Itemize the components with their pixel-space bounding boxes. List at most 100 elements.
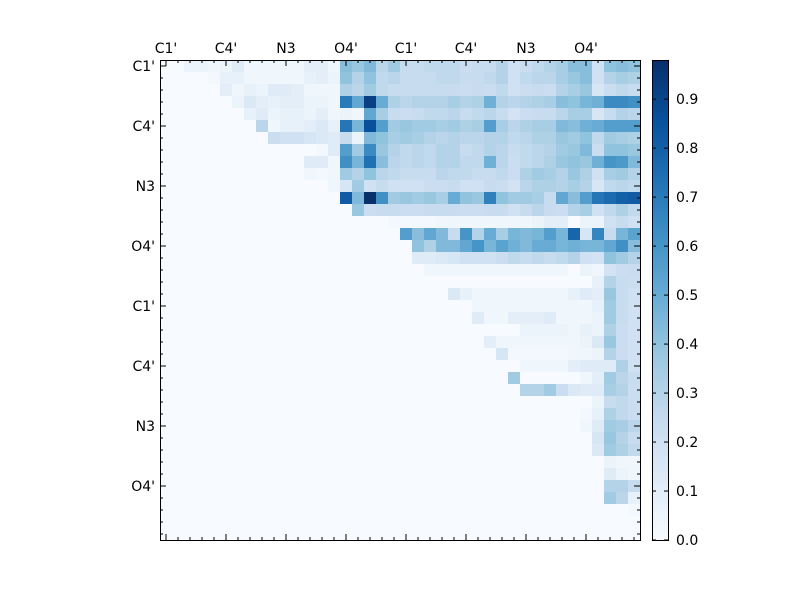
heatmap-cell (520, 492, 533, 505)
heatmap-cell (340, 312, 353, 325)
heatmap-cell (388, 336, 401, 349)
heatmap-cell (616, 156, 629, 169)
heatmap-cell (556, 300, 569, 313)
heatmap-cell (364, 324, 377, 337)
heatmap-cell (568, 216, 581, 229)
heatmap-cell (604, 120, 617, 133)
heatmap-cell (568, 312, 581, 325)
heatmap-cell (448, 216, 461, 229)
heatmap-cell (412, 192, 425, 205)
heatmap-cell (508, 168, 521, 181)
heatmap-cell (328, 444, 341, 457)
heatmap-cell (424, 324, 437, 337)
heatmap-cell (352, 168, 365, 181)
heatmap-cell (484, 480, 497, 493)
heatmap-cell (364, 372, 377, 385)
heatmap-cell (592, 312, 605, 325)
heatmap-cell (376, 120, 389, 133)
heatmap-cell (292, 156, 305, 169)
heatmap-cell (352, 360, 365, 373)
heatmap-cell (496, 192, 509, 205)
heatmap-cell (484, 468, 497, 481)
heatmap-cell (244, 336, 257, 349)
y-tick-label: C1' (132, 299, 155, 315)
heatmap-cell (460, 324, 473, 337)
heatmap-cell (508, 372, 521, 385)
heatmap-cell (628, 384, 641, 397)
heatmap-cell (496, 348, 509, 361)
heatmap-cell (472, 264, 485, 277)
heatmap-cell (448, 396, 461, 409)
heatmap-cell (220, 420, 233, 433)
heatmap-cell (280, 108, 293, 121)
heatmap-cell (508, 444, 521, 457)
heatmap-cell (460, 288, 473, 301)
heatmap-cell (160, 408, 173, 421)
heatmap-cell (304, 120, 317, 133)
heatmap-cell (268, 348, 281, 361)
heatmap-cell (532, 372, 545, 385)
heatmap-cell (580, 420, 593, 433)
heatmap-cell (592, 144, 605, 157)
heatmap-cell (424, 444, 437, 457)
heatmap-cell (304, 360, 317, 373)
heatmap-cell (160, 468, 173, 481)
heatmap-cell (160, 252, 173, 265)
heatmap-cell (484, 360, 497, 373)
heatmap-cell (256, 360, 269, 373)
heatmap-cell (628, 144, 641, 157)
heatmap-cell (508, 360, 521, 373)
heatmap-cell (184, 132, 197, 145)
heatmap-cell (196, 348, 209, 361)
heatmap-cell (496, 216, 509, 229)
heatmap-cell (160, 516, 173, 529)
heatmap-cell (364, 252, 377, 265)
heatmap-cell (436, 348, 449, 361)
y-tick-label: N3 (136, 419, 155, 435)
heatmap-cell (532, 264, 545, 277)
heatmap-cell (400, 240, 413, 253)
heatmap-cell (220, 264, 233, 277)
heatmap-cell (220, 84, 233, 97)
heatmap-cell (268, 192, 281, 205)
heatmap-cell (196, 132, 209, 145)
heatmap-cell (316, 300, 329, 313)
heatmap-cell (616, 132, 629, 145)
y-tick-label: C4' (132, 119, 155, 135)
heatmap-cell (472, 60, 485, 73)
heatmap-cell (556, 324, 569, 337)
x-tick-label: N3 (276, 41, 295, 57)
heatmap-cell (220, 468, 233, 481)
heatmap-cell (460, 132, 473, 145)
heatmap-cell (352, 216, 365, 229)
heatmap-cell (544, 432, 557, 445)
heatmap-cell (340, 384, 353, 397)
heatmap-cell (616, 516, 629, 529)
heatmap-cell (508, 156, 521, 169)
heatmap-cell (556, 228, 569, 241)
heatmap-cell (376, 432, 389, 445)
heatmap-cell (232, 324, 245, 337)
heatmap-cell (376, 228, 389, 241)
heatmap-cell (448, 144, 461, 157)
heatmap-cell (520, 240, 533, 253)
heatmap-cell (400, 60, 413, 73)
heatmap-cell (172, 396, 185, 409)
heatmap-cell (376, 180, 389, 193)
heatmap-cell (436, 240, 449, 253)
heatmap-cell (256, 348, 269, 361)
heatmap-cell (436, 468, 449, 481)
heatmap-cell (580, 324, 593, 337)
heatmap-cell (604, 324, 617, 337)
heatmap-cell (208, 60, 221, 73)
heatmap-cell (172, 480, 185, 493)
heatmap-cell (604, 192, 617, 205)
heatmap-cell (448, 360, 461, 373)
heatmap-cell (520, 180, 533, 193)
heatmap-cell (508, 504, 521, 517)
heatmap-cell (592, 108, 605, 121)
heatmap-cell (184, 528, 197, 541)
heatmap-cell (580, 168, 593, 181)
heatmap-cell (568, 504, 581, 517)
heatmap-cell (184, 492, 197, 505)
